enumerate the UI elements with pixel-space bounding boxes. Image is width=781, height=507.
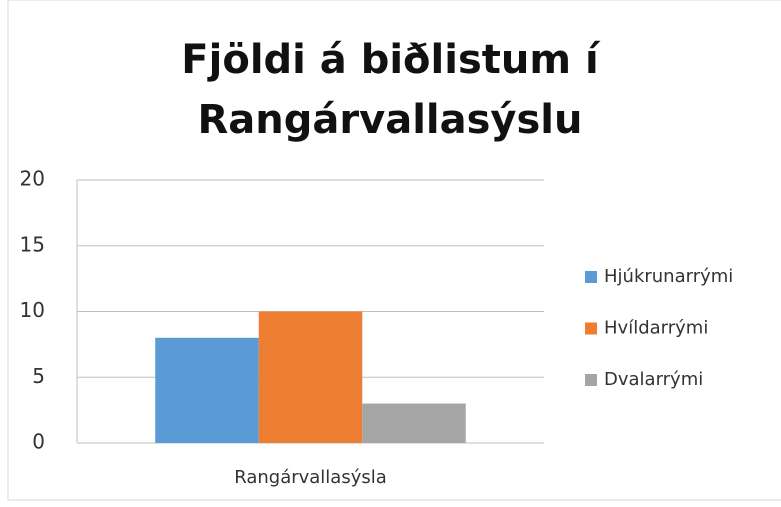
legend-label: Dvalarrými [604,369,703,390]
bar [155,337,259,443]
y-tick-label: 5 [32,364,45,388]
y-tick-label: 20 [20,167,45,191]
chart-title: Fjöldi á biðlistum í Rangárvallasýslu [181,37,599,143]
y-tick-label: 0 [32,430,45,454]
x-tick-label: Rangárvallasýsla [234,467,387,488]
legend-label: Hjúkrunarrými [604,266,733,287]
y-tick-label: 15 [20,232,45,256]
chart-border [7,0,781,501]
y-tick-label: 10 [20,298,45,322]
legend-swatch [585,374,597,386]
legend-swatch [585,322,597,335]
bar [258,311,363,443]
bar [362,403,466,443]
legend-label: Hvíldarrými [604,318,708,339]
legend-swatch [585,271,597,283]
